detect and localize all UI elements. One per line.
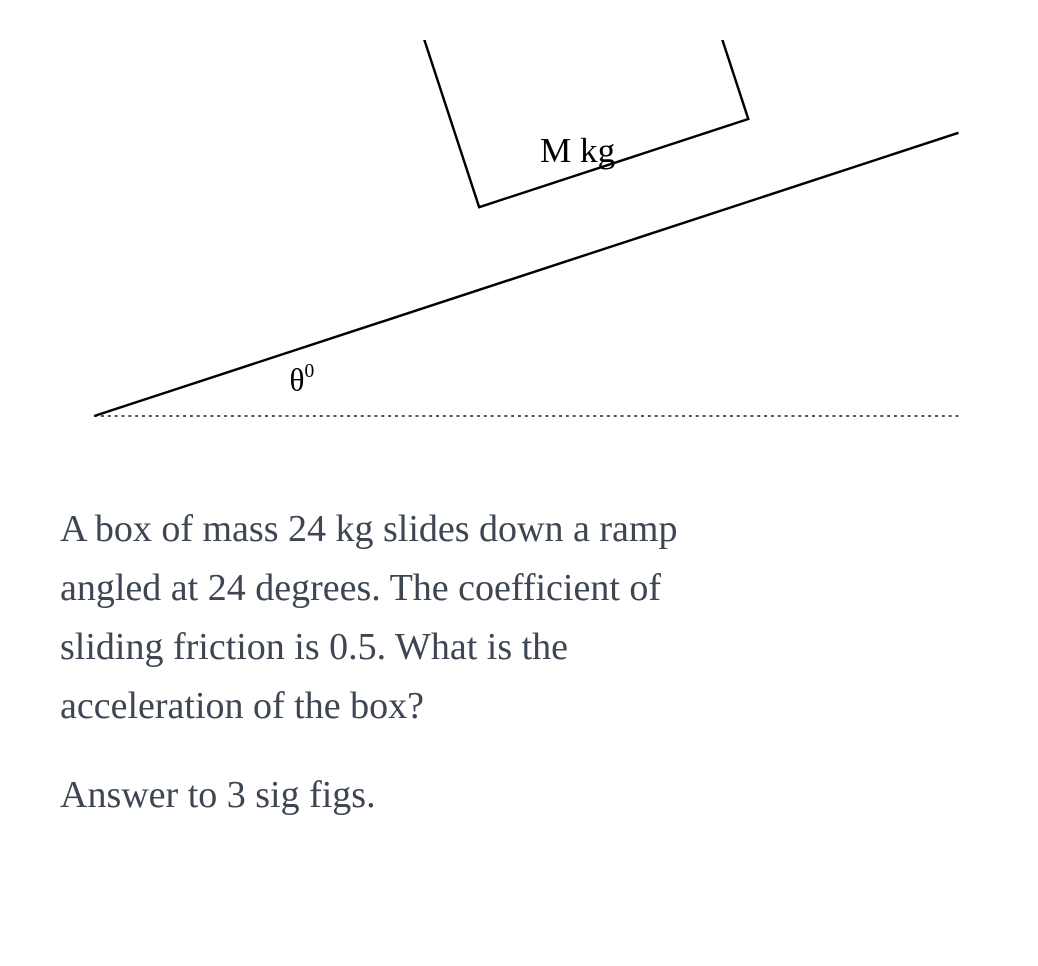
answer-instruction: Answer to 3 sig figs. [60, 766, 978, 825]
question-line-1: A box of mass 24 kg slides down a ramp [60, 508, 677, 550]
question-text-block: A box of mass 24 kg slides down a ramp a… [60, 500, 978, 824]
question-paragraph: A box of mass 24 kg slides down a ramp a… [60, 500, 978, 736]
question-line-3: sliding friction is 0.5. What is the [60, 626, 568, 668]
incline-diagram-svg: M kg θ0 [60, 40, 978, 460]
question-line-2: angled at 24 degrees. The coefficient of [60, 567, 661, 609]
box-mass-label: M kg [540, 131, 615, 170]
box-on-ramp [423, 40, 748, 207]
angle-label: θ0 [290, 361, 315, 398]
question-line-4: acceleration of the box? [60, 685, 424, 727]
physics-diagram: M kg θ0 [60, 40, 978, 460]
